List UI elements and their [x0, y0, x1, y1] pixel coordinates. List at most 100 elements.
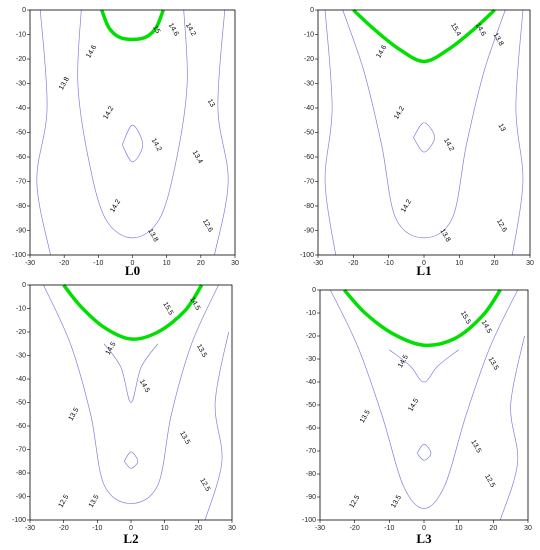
y-tick-label: -20	[16, 329, 26, 336]
contour-label: 14.2	[150, 137, 163, 152]
contour-line	[330, 289, 518, 509]
x-tick-label: -20	[59, 260, 69, 267]
x-tick-label: 20	[194, 525, 202, 532]
y-tick-label: -40	[16, 376, 26, 383]
y-tick-label: -20	[16, 56, 26, 63]
x-tick-label: -20	[350, 525, 360, 532]
contour-line	[123, 451, 139, 469]
contour-label: 13.8	[58, 76, 71, 91]
contour-label: 14.2	[102, 105, 115, 120]
y-tick-label: 0	[22, 282, 26, 289]
y-tick-label: 0	[310, 7, 314, 14]
y-tick-label: -80	[304, 203, 314, 210]
contour-label: 13.5	[359, 409, 372, 424]
y-tick-label: 0	[22, 7, 26, 14]
y-tick-label: -50	[304, 129, 314, 136]
contour-line	[324, 9, 337, 256]
x-tick-label: 10	[455, 525, 463, 532]
contour-label: 14.2	[109, 198, 122, 213]
contour-label: 14.6	[167, 22, 180, 37]
y-tick-label: -50	[16, 129, 26, 136]
contour-label: 12.6	[201, 218, 214, 233]
y-tick-label: -50	[16, 399, 26, 406]
y-tick-label: -10	[306, 310, 316, 317]
panel-title: L1	[416, 263, 431, 278]
highlight-contour	[100, 9, 165, 42]
x-tick-label: -10	[384, 525, 394, 532]
x-tick-label: 20	[197, 260, 205, 267]
y-tick-label: -70	[16, 178, 26, 185]
contour-label: 12.5	[58, 494, 71, 509]
contour-label: 14.6	[375, 44, 388, 59]
contour-label: 13.5	[88, 494, 101, 509]
contour-label: 15.5	[459, 310, 472, 325]
contour-label: 13.5	[390, 494, 403, 509]
y-tick-label: -80	[16, 203, 26, 210]
y-tick-label: -100	[300, 252, 314, 259]
contour-line	[36, 9, 51, 256]
contour-line	[413, 122, 435, 153]
panel: -30 -20 -10 0 10 20 300-10-20-30-40-50-60-70-8…	[300, 7, 534, 278]
x-tick-label: 30	[524, 525, 532, 532]
contour-line	[214, 9, 229, 256]
y-tick-label: -100	[12, 252, 26, 259]
contour-label: 13.5	[68, 407, 81, 422]
plot-frame	[29, 284, 233, 521]
y-tick-label: -40	[304, 105, 314, 112]
plot-frame	[317, 9, 531, 256]
contour-label: 14.2	[400, 198, 413, 213]
x-tick-label: 30	[231, 260, 239, 267]
plot-frame	[29, 9, 236, 256]
panel-title: L2	[123, 531, 138, 546]
y-tick-label: -40	[16, 105, 26, 112]
x-tick-label: 0	[422, 260, 426, 267]
contour-label: 15.4	[449, 22, 462, 37]
contour-label: 15.5	[161, 301, 174, 316]
panel-title: L3	[416, 531, 432, 546]
contour-label: 12.5	[483, 473, 496, 488]
x-tick-label: 20	[491, 260, 499, 267]
y-tick-label: -80	[16, 470, 26, 477]
plot-frame	[319, 289, 529, 521]
y-tick-label: -70	[304, 178, 314, 185]
y-tick-label: -80	[306, 471, 316, 478]
highlight-contour	[62, 283, 204, 341]
contour-label: 14.5	[480, 319, 493, 334]
y-tick-label: -30	[304, 80, 314, 87]
y-tick-label: -90	[16, 227, 26, 234]
contour-line	[389, 349, 459, 383]
x-tick-label: -30	[25, 260, 35, 267]
x-tick-label: -30	[315, 525, 325, 532]
y-tick-label: -70	[306, 448, 316, 455]
contour-line	[77, 9, 188, 239]
y-tick-label: -10	[16, 31, 26, 38]
panel: -30 -20 -10 0 10 20 300-10-20-30-40-50-60-70-8…	[12, 282, 236, 546]
contour-label: 13	[206, 98, 216, 108]
y-tick-label: -60	[306, 425, 316, 432]
x-tick-label: 0	[422, 525, 426, 532]
contour-label: 12.6	[495, 218, 508, 233]
panel-title: L0	[125, 263, 140, 278]
contour-label: 13.8	[438, 228, 451, 243]
contour-label: 12.5	[349, 494, 362, 509]
y-tick-label: -30	[16, 352, 26, 359]
contour-line	[511, 9, 524, 256]
contour-label: 15	[151, 25, 161, 35]
contour-label: 13.8	[491, 32, 504, 47]
y-tick-label: -40	[306, 379, 316, 386]
x-tick-label: 0	[129, 525, 133, 532]
y-tick-label: -90	[16, 493, 26, 500]
x-tick-label: -30	[313, 260, 323, 267]
panel: -30 -20 -10 0 10 20 300-10-20-30-40-50-60-70-8…	[12, 7, 239, 278]
y-tick-label: -100	[12, 517, 26, 524]
contour-line	[121, 124, 144, 163]
x-tick-label: -20	[59, 525, 69, 532]
x-tick-label: 30	[228, 525, 236, 532]
contour-label: 12.5	[198, 477, 211, 492]
y-tick-label: -30	[16, 80, 26, 87]
y-tick-label: 0	[312, 287, 316, 294]
contour-label: 13.8	[146, 228, 159, 243]
contour-line	[416, 443, 432, 461]
x-tick-label: -10	[92, 525, 102, 532]
